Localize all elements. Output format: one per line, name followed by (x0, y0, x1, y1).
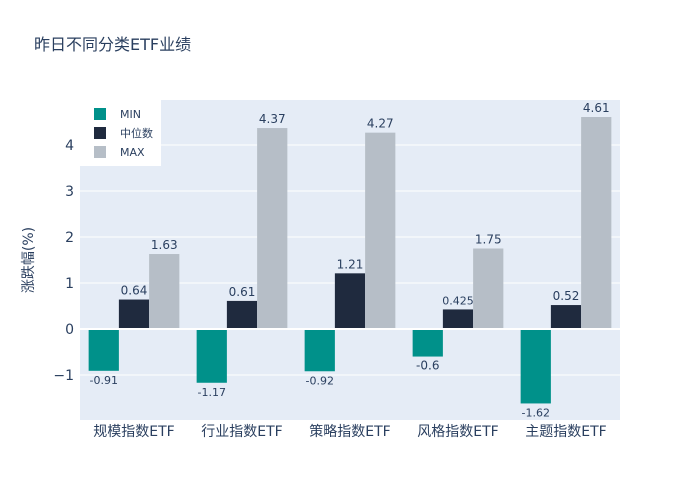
x-tick-label: 行业指数ETF (201, 424, 282, 440)
data-label: -1.62 (522, 406, 550, 419)
y-tick-label: 4 (65, 138, 74, 154)
data-label: 0.61 (229, 285, 256, 299)
y-tick-label: −1 (53, 368, 74, 384)
data-label: -0.6 (416, 359, 439, 373)
bar (304, 328, 335, 372)
data-label: 0.52 (553, 289, 580, 303)
data-label: 4.27 (367, 117, 394, 131)
bar (442, 309, 474, 329)
data-label: 4.61 (583, 101, 610, 115)
bar (581, 117, 612, 329)
bar (196, 328, 227, 383)
y-axis-title: 涨跌幅(%) (21, 227, 37, 293)
legend-label: MIN (120, 108, 141, 121)
bar (365, 132, 396, 329)
bar (118, 299, 150, 329)
x-tick-label: 策略指数ETF (309, 423, 390, 440)
y-tick-label: 3 (65, 184, 74, 200)
data-label: 1.75 (475, 233, 502, 247)
legend-box (80, 100, 161, 166)
legend-swatch (94, 146, 106, 158)
data-label: -0.92 (306, 374, 334, 387)
data-label: 1.63 (151, 238, 178, 252)
y-tick-label: 0 (65, 322, 74, 338)
legend-swatch (94, 108, 106, 120)
y-tick-label: 2 (65, 230, 74, 246)
bar (520, 328, 551, 404)
data-label: -0.91 (90, 374, 118, 387)
y-tick-label: 1 (65, 276, 74, 292)
data-label: 4.37 (259, 112, 286, 126)
bar (149, 254, 180, 329)
data-label: 1.21 (337, 257, 364, 271)
bar (412, 328, 443, 357)
x-tick-label: 主题指数ETF (525, 424, 606, 440)
bar (88, 328, 119, 371)
chart-title: 昨日不同分类ETF业绩 (34, 35, 191, 54)
x-tick-label: 规模指数ETF (93, 424, 174, 440)
data-label: -1.17 (198, 386, 226, 399)
bar (257, 128, 288, 329)
data-label: 0.425 (442, 294, 474, 307)
legend-label: MAX (120, 146, 145, 159)
bar (226, 300, 258, 329)
bar (473, 248, 504, 329)
x-tick-label: 风格指数ETF (417, 424, 498, 440)
data-label: 0.64 (121, 284, 148, 298)
bar (334, 273, 366, 329)
bar (550, 305, 582, 329)
legend-label: 中位数 (120, 126, 153, 140)
legend-swatch (94, 127, 106, 139)
